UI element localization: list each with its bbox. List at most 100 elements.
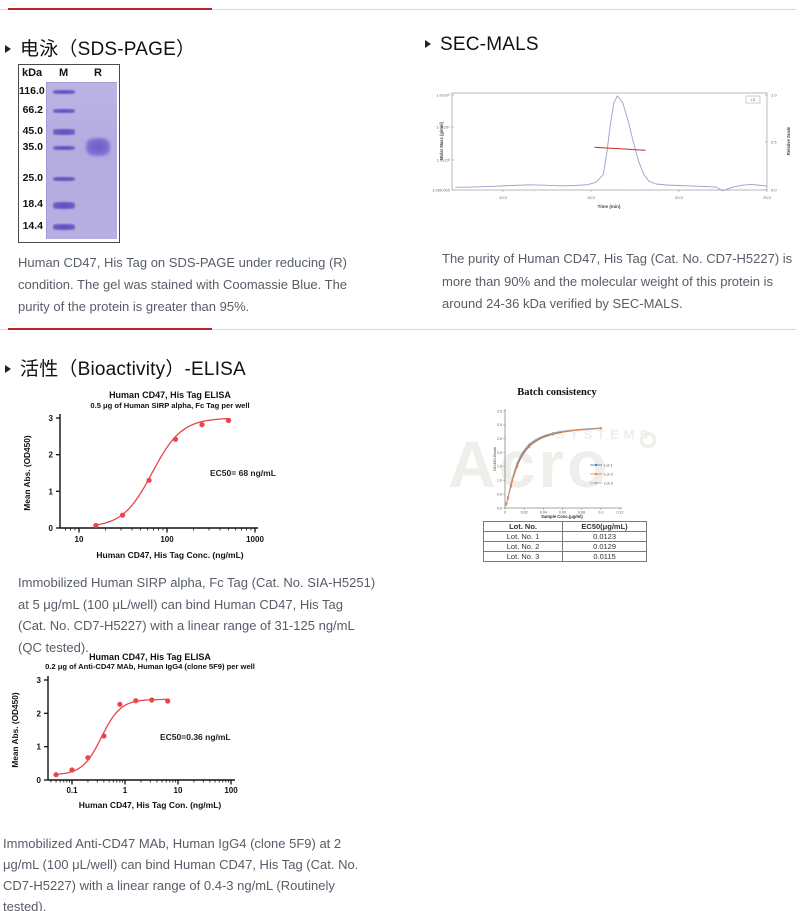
text-el: 0.5	[497, 492, 502, 496]
path-el	[505, 427, 601, 506]
text-el: Molar Mass (g/mol)	[439, 121, 444, 160]
text-el: Lot 1	[604, 463, 614, 468]
text-el: 1	[49, 487, 54, 496]
circle-el	[509, 482, 513, 485]
elisa-mab-caption: Immobilized Anti-CD47 MAb, Human IgG4 (c…	[3, 836, 359, 911]
text-el: 0.5 μg of Human SIRP alpha, Fc Tag per w…	[90, 401, 249, 410]
section-title-sds-page: 电泳（SDS-PAGE）	[5, 34, 195, 61]
text-el: Mean Abs. (OD450)	[10, 692, 20, 768]
lot-number-cell: Lot. No. 2	[482, 541, 564, 552]
circle-el	[527, 443, 531, 446]
divider-red-accent	[8, 328, 212, 330]
ec50-value-cell: 0.0115	[562, 551, 647, 562]
gel-kda-label: 25.0	[22, 172, 43, 184]
text-el: Lot 2	[604, 472, 614, 477]
text-el: LS	[751, 98, 756, 102]
text-el: 3.5	[497, 409, 502, 413]
circle-el	[594, 472, 598, 476]
ec50-value-cell: 0.0123	[562, 531, 647, 542]
bioactivity-title-text: 活性（Bioactivity）-ELISA	[20, 359, 246, 380]
text-el: Time (min)	[598, 204, 621, 209]
gel-marker-band	[53, 145, 75, 151]
text-el: 0.08	[578, 511, 585, 515]
rect-el	[451, 92, 768, 191]
text-el: 20.0	[675, 195, 684, 200]
circle-el	[93, 522, 99, 529]
text-el: 1	[123, 786, 128, 795]
circle-el	[594, 463, 598, 467]
acro-watermark-logo: Acro	[448, 427, 611, 501]
text-el: 10.0	[499, 195, 508, 200]
divider-gray-line	[0, 329, 796, 330]
batch-table-header: Lot. No.	[482, 521, 564, 532]
text-el: 15.0	[587, 195, 596, 200]
text-el: 2.5	[497, 437, 502, 441]
circle-el	[69, 767, 75, 773]
gel-kda-label: 66.2	[22, 104, 43, 116]
gel-marker-band	[53, 201, 75, 209]
gel-marker-band	[53, 176, 75, 182]
text-el: Lot 3	[604, 481, 614, 486]
sds-gel-panel: kDa M R 116.0 66.2 45.0 35.0 25.0 18.4 14.4	[18, 64, 120, 243]
circle-el	[117, 701, 123, 707]
sec-mals-title-text: SEC-MALS	[440, 34, 539, 55]
text-el: 1.0x10⁵	[436, 93, 450, 98]
sds-caption: Human CD47, His Tag on SDS-PAGE under re…	[18, 255, 348, 314]
gel-kda-label: 45.0	[22, 125, 43, 137]
gel-lane-r-label: R	[94, 67, 102, 79]
text-el: Relative Scale	[786, 126, 791, 155]
batch-ec50-table: Lot. No. EC50(μg/mL) Lot. No. 1 0.0123 Lot. …	[482, 521, 647, 562]
circle-el	[599, 426, 602, 430]
text-el: Mean Abs. (OD450)	[22, 435, 32, 511]
circle-el	[506, 495, 510, 499]
text-el: 3.0	[497, 423, 502, 427]
text-el: 0	[504, 511, 506, 515]
sec-mals-caption: The purity of Human CD47, His Tag (Cat. …	[442, 251, 793, 311]
circle-el	[199, 422, 205, 428]
triangle-bullet-icon	[5, 365, 11, 373]
text-el: 2.0	[497, 451, 502, 455]
triangle-bullet-icon	[425, 40, 431, 48]
section-divider-middle	[0, 328, 800, 331]
circle-el	[527, 446, 531, 449]
path-el	[54, 698, 169, 776]
text-el: 2	[49, 451, 54, 460]
text-el: Sample Conc.(μg/ml)	[541, 514, 583, 519]
text-el: Human CD47, His Tag Conc. (ng/mL)	[96, 550, 243, 560]
gel-image-area	[46, 82, 117, 239]
gel-kda-label: 14.4	[22, 220, 43, 232]
sec-mals-chart: 10.0 15.0 20.0 25.0 Time (min) 1.0x10⁵ 1.0x10⁴…	[432, 92, 791, 210]
gel-lane-m-label: M	[59, 67, 69, 79]
text-el: 0.5	[771, 140, 777, 145]
polyline-el	[455, 95, 768, 192]
gel-marker-band	[53, 108, 75, 114]
ec50-value-cell: 0.0129	[562, 541, 647, 552]
text-el: 100	[224, 786, 238, 795]
batch-consistency-chart: Batch consistency 0.0 0.5 1.0 1.5 2.0 2.5 3.0 3.…	[492, 387, 623, 519]
circle-el	[119, 512, 126, 518]
text-el: OD450-Blank	[492, 447, 497, 471]
gel-unit-label: kDa	[22, 67, 43, 79]
text-el: 0.06	[559, 511, 566, 515]
tr-el: Lot. No. EC50(μg/mL)	[482, 521, 647, 532]
path-el	[505, 427, 601, 506]
text-el: Human CD47, His Tag ELISA	[109, 390, 231, 400]
text-el: 3	[37, 676, 42, 685]
gel-marker-band	[53, 129, 75, 135]
text-el: 1000	[246, 535, 264, 544]
gel-kda-label: 18.4	[22, 198, 43, 210]
text-el: 0.0	[497, 506, 502, 510]
circle-el	[505, 502, 508, 505]
divider-red-accent	[8, 8, 212, 10]
rect-el	[745, 95, 761, 104]
lot-number-cell: Lot. No. 1	[482, 531, 564, 542]
triangle-bullet-icon	[5, 45, 11, 53]
path-el	[93, 417, 231, 526]
text-el: EC50=0.36 ng/mL	[160, 732, 231, 742]
circle-el	[515, 465, 519, 469]
circle-el	[594, 481, 598, 485]
acro-watermark-dot	[640, 432, 656, 448]
